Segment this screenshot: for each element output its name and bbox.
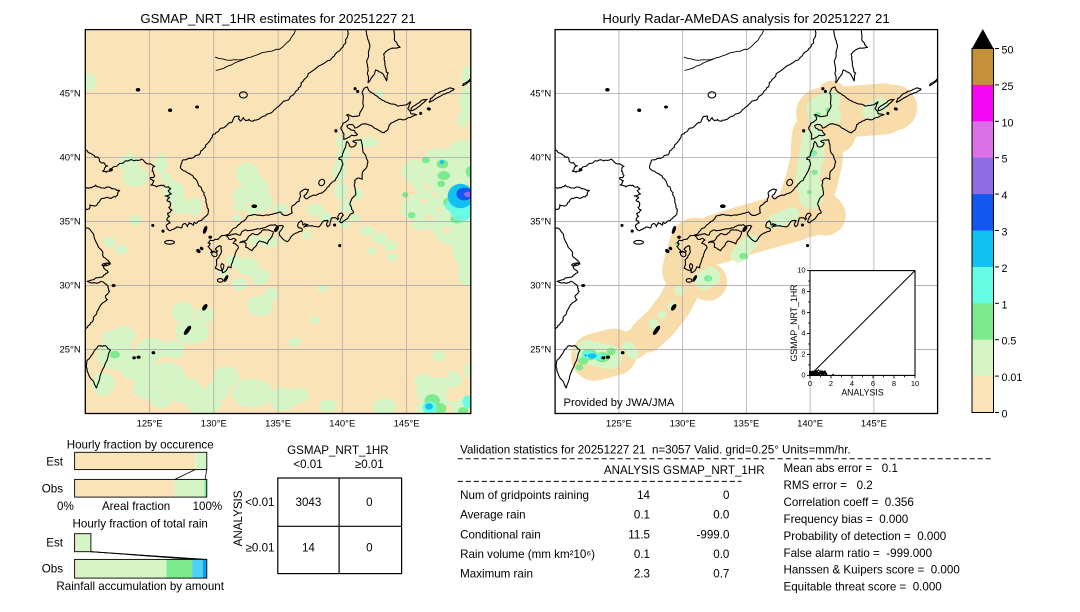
svg-text:ANALYSIS: ANALYSIS xyxy=(232,490,245,546)
svg-text:14: 14 xyxy=(637,489,650,502)
svg-text:3: 3 xyxy=(1002,227,1008,239)
svg-text:0: 0 xyxy=(723,489,729,502)
svg-text:Conditional rain: Conditional rain xyxy=(460,528,541,541)
svg-text:Num of gridpoints raining: Num of gridpoints raining xyxy=(460,489,589,502)
svg-text:6: 6 xyxy=(801,307,805,316)
svg-text:1: 1 xyxy=(1002,299,1008,311)
svg-text:Provided by JWA/JMA: Provided by JWA/JMA xyxy=(564,397,675,409)
svg-text:145°E: 145°E xyxy=(394,419,420,430)
svg-text:Rainfall accumulation by amoun: Rainfall accumulation by amount xyxy=(56,580,224,593)
svg-text:140°E: 140°E xyxy=(797,419,823,430)
svg-text:145°E: 145°E xyxy=(861,419,887,430)
svg-text:0.01: 0.01 xyxy=(1002,372,1023,384)
svg-text:2.3: 2.3 xyxy=(634,568,650,581)
svg-text:Est: Est xyxy=(46,537,64,550)
svg-text:130°E: 130°E xyxy=(670,419,696,430)
svg-text:2: 2 xyxy=(829,379,833,388)
svg-text:40°N: 40°N xyxy=(59,153,80,164)
svg-text:Obs: Obs xyxy=(42,483,63,496)
svg-text:ANALYSIS: ANALYSIS xyxy=(841,387,884,397)
svg-text:2: 2 xyxy=(1002,263,1008,275)
svg-text:0%: 0% xyxy=(57,500,74,513)
svg-text:GSMAP_NRT_1HR: GSMAP_NRT_1HR xyxy=(789,284,799,361)
svg-text:0: 0 xyxy=(801,370,805,379)
svg-text:Est: Est xyxy=(46,456,64,469)
svg-text:25°N: 25°N xyxy=(59,345,80,356)
svg-text:0: 0 xyxy=(366,542,372,555)
svg-text:135°E: 135°E xyxy=(265,419,291,430)
svg-text:0: 0 xyxy=(366,496,372,509)
svg-text:Hanssen & Kuipers score = 0.0: Hanssen & Kuipers score = 0.000 xyxy=(784,564,960,577)
svg-text:0.1: 0.1 xyxy=(634,548,650,561)
svg-text:3043: 3043 xyxy=(296,496,322,509)
svg-text:≥0.01: ≥0.01 xyxy=(246,542,275,555)
svg-text:0: 0 xyxy=(1002,409,1008,421)
svg-text:100%: 100% xyxy=(193,500,223,513)
svg-text:GSMAP_NRT_1HR estimates for 20: GSMAP_NRT_1HR estimates for 20251227 21 xyxy=(140,11,415,26)
svg-text:10: 10 xyxy=(911,379,919,388)
svg-text:35°N: 35°N xyxy=(59,217,80,228)
svg-text:4: 4 xyxy=(801,328,805,337)
svg-text:Hourly fraction by occurence: Hourly fraction by occurence xyxy=(67,439,214,452)
svg-text:False alarm ratio = -999.000: False alarm ratio = -999.000 xyxy=(784,547,933,560)
svg-text:Average rain: Average rain xyxy=(460,509,526,522)
svg-text:50: 50 xyxy=(1002,45,1014,57)
svg-text:125°E: 125°E xyxy=(606,419,632,430)
svg-text:4: 4 xyxy=(850,379,854,388)
svg-text:RMS error = 0.2: RMS error = 0.2 xyxy=(784,479,873,492)
svg-text:Validation statistics for 2025: Validation statistics for 20251227 21 n=… xyxy=(460,443,851,456)
svg-text:35°N: 35°N xyxy=(530,217,551,228)
svg-text:0.5: 0.5 xyxy=(1002,336,1017,348)
svg-text:Obs: Obs xyxy=(42,563,63,576)
svg-text:135°E: 135°E xyxy=(733,419,759,430)
svg-text:<0.01: <0.01 xyxy=(293,458,322,471)
svg-text:ANALYSIS: ANALYSIS xyxy=(604,464,660,477)
svg-text:0.7: 0.7 xyxy=(713,568,729,581)
svg-text:Probability of detection = 0.: Probability of detection = 0.000 xyxy=(784,530,947,543)
svg-text:14: 14 xyxy=(302,542,315,555)
svg-text:30°N: 30°N xyxy=(59,281,80,292)
svg-text:40°N: 40°N xyxy=(530,153,551,164)
svg-text:11.5: 11.5 xyxy=(628,528,650,541)
svg-text:130°E: 130°E xyxy=(201,419,227,430)
svg-text:Equitable threat score = 0.00: Equitable threat score = 0.000 xyxy=(784,581,942,594)
svg-text:GSMAP_NRT_1HR: GSMAP_NRT_1HR xyxy=(663,464,765,477)
svg-text:-999.0: -999.0 xyxy=(697,528,730,541)
svg-text:5: 5 xyxy=(1002,154,1008,166)
svg-text:45°N: 45°N xyxy=(530,89,551,100)
svg-text:0.1: 0.1 xyxy=(634,509,650,522)
svg-text:Hourly Radar-AMeDAS analysis f: Hourly Radar-AMeDAS analysis for 2025122… xyxy=(602,11,889,26)
svg-text:140°E: 140°E xyxy=(329,419,355,430)
svg-text:4: 4 xyxy=(1002,190,1008,202)
svg-text:Correlation coeff = 0.356: Correlation coeff = 0.356 xyxy=(784,496,914,509)
svg-text:Rain volume (mm km²10⁶): Rain volume (mm km²10⁶) xyxy=(460,548,595,561)
svg-text:25°N: 25°N xyxy=(530,345,551,356)
svg-text:GSMAP_NRT_1HR: GSMAP_NRT_1HR xyxy=(287,444,389,457)
svg-text:45°N: 45°N xyxy=(59,89,80,100)
svg-text:Frequency bias = 0.000: Frequency bias = 0.000 xyxy=(784,513,909,526)
svg-text:Mean abs error = 0.1: Mean abs error = 0.1 xyxy=(784,462,898,475)
svg-text:8: 8 xyxy=(892,379,896,388)
svg-text:8: 8 xyxy=(801,287,805,296)
svg-text:0: 0 xyxy=(808,379,812,388)
svg-text:10: 10 xyxy=(797,266,805,275)
svg-text:0.0: 0.0 xyxy=(713,548,729,561)
svg-text:0.0: 0.0 xyxy=(713,509,729,522)
svg-text:2: 2 xyxy=(801,349,805,358)
svg-text:Maximum rain: Maximum rain xyxy=(460,568,533,581)
svg-text:≥0.01: ≥0.01 xyxy=(355,458,384,471)
svg-text:25: 25 xyxy=(1002,81,1014,93)
svg-text:Hourly fraction of total rain: Hourly fraction of total rain xyxy=(73,517,208,530)
svg-text:6: 6 xyxy=(871,379,875,388)
svg-text:Areal fraction: Areal fraction xyxy=(102,500,170,513)
svg-text:10: 10 xyxy=(1002,117,1014,129)
svg-text:<0.01: <0.01 xyxy=(245,496,274,509)
svg-text:30°N: 30°N xyxy=(530,281,551,292)
svg-text:125°E: 125°E xyxy=(137,419,163,430)
